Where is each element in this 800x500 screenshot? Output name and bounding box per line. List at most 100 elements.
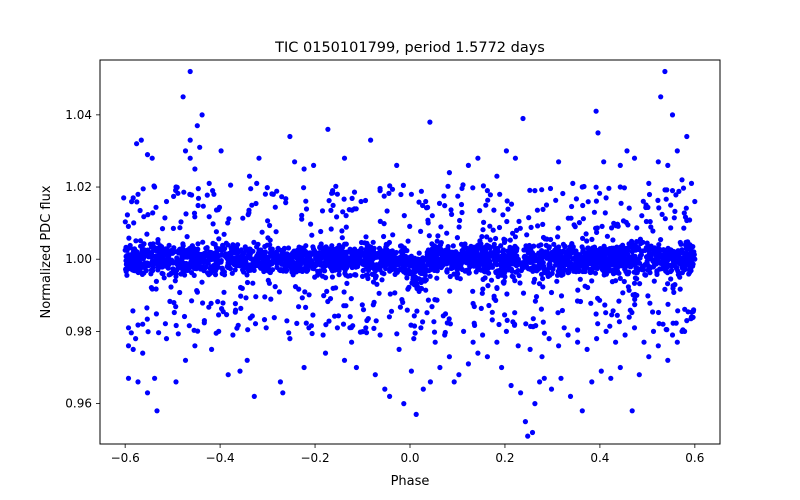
data-point bbox=[477, 243, 483, 249]
data-point bbox=[339, 235, 345, 241]
data-point bbox=[415, 284, 421, 290]
data-point bbox=[387, 291, 393, 297]
data-point bbox=[377, 260, 383, 266]
data-point bbox=[195, 202, 201, 209]
data-point bbox=[244, 357, 250, 363]
data-point bbox=[621, 252, 627, 258]
data-point bbox=[221, 269, 227, 275]
data-point bbox=[405, 238, 411, 244]
data-point bbox=[527, 266, 533, 272]
data-point bbox=[471, 244, 477, 250]
data-point bbox=[555, 225, 561, 231]
data-point bbox=[296, 304, 302, 310]
data-point bbox=[566, 269, 572, 275]
data-point bbox=[295, 251, 301, 257]
data-point bbox=[682, 306, 688, 312]
data-point bbox=[632, 296, 638, 302]
data-point bbox=[691, 307, 697, 313]
data-point bbox=[536, 243, 542, 249]
data-point bbox=[489, 317, 495, 323]
data-point bbox=[580, 235, 586, 241]
data-point bbox=[555, 310, 561, 316]
data-point bbox=[549, 270, 555, 276]
data-point bbox=[363, 234, 369, 240]
data-point bbox=[232, 267, 238, 273]
data-point bbox=[655, 197, 661, 203]
data-point bbox=[585, 245, 591, 251]
data-point bbox=[140, 321, 146, 327]
data-point bbox=[655, 309, 662, 316]
data-point bbox=[504, 291, 510, 297]
data-point bbox=[372, 275, 379, 281]
data-point bbox=[540, 206, 546, 212]
data-point bbox=[454, 259, 460, 265]
data-point bbox=[683, 242, 689, 248]
data-point bbox=[502, 269, 508, 275]
data-point bbox=[675, 268, 681, 274]
data-point bbox=[427, 379, 433, 385]
data-point bbox=[299, 295, 305, 301]
data-point bbox=[125, 375, 132, 381]
data-point bbox=[386, 314, 392, 320]
data-point bbox=[459, 209, 465, 216]
data-point bbox=[494, 285, 500, 291]
data-point bbox=[175, 331, 181, 337]
data-point bbox=[487, 244, 493, 250]
data-point bbox=[558, 375, 564, 381]
data-point bbox=[454, 235, 460, 241]
data-point bbox=[294, 320, 300, 326]
data-point bbox=[189, 244, 195, 250]
data-point bbox=[206, 304, 212, 310]
data-point bbox=[186, 323, 192, 329]
data-point bbox=[460, 258, 466, 265]
data-point bbox=[570, 180, 576, 186]
y-tick-label: 1.02 bbox=[65, 180, 92, 194]
data-point bbox=[184, 234, 190, 240]
data-point bbox=[396, 267, 402, 273]
data-point bbox=[659, 211, 665, 217]
data-point bbox=[333, 247, 340, 253]
data-point bbox=[152, 375, 158, 381]
data-point bbox=[442, 261, 448, 267]
data-point bbox=[125, 223, 131, 229]
data-point bbox=[259, 262, 265, 268]
data-point bbox=[427, 119, 433, 125]
data-point bbox=[530, 316, 536, 322]
data-point bbox=[502, 274, 508, 280]
data-point bbox=[450, 243, 456, 249]
data-point bbox=[130, 195, 136, 201]
data-point bbox=[405, 286, 411, 292]
data-point bbox=[622, 261, 628, 267]
data-point bbox=[150, 210, 156, 216]
data-point bbox=[167, 298, 173, 304]
data-point bbox=[632, 242, 638, 248]
data-point bbox=[434, 252, 440, 259]
data-point bbox=[401, 269, 407, 275]
data-point bbox=[668, 202, 674, 208]
data-point bbox=[584, 238, 590, 244]
data-point bbox=[616, 250, 622, 256]
data-point bbox=[538, 306, 545, 312]
data-point bbox=[649, 257, 655, 263]
data-point bbox=[214, 248, 220, 255]
data-point bbox=[478, 254, 484, 260]
data-point bbox=[167, 249, 173, 255]
data-point bbox=[484, 188, 490, 194]
data-point bbox=[478, 305, 484, 311]
data-point bbox=[328, 207, 334, 213]
data-point bbox=[323, 260, 329, 266]
data-point bbox=[541, 375, 547, 381]
data-point bbox=[447, 273, 453, 280]
data-point bbox=[690, 244, 696, 250]
data-point bbox=[650, 228, 656, 234]
data-point bbox=[183, 211, 189, 217]
data-point bbox=[201, 318, 207, 324]
data-point bbox=[629, 309, 635, 316]
data-point bbox=[145, 329, 151, 335]
data-point bbox=[386, 239, 392, 246]
data-point bbox=[662, 68, 668, 75]
data-point bbox=[458, 251, 464, 257]
data-point bbox=[369, 257, 375, 264]
data-point bbox=[646, 180, 652, 186]
data-point bbox=[297, 264, 303, 270]
